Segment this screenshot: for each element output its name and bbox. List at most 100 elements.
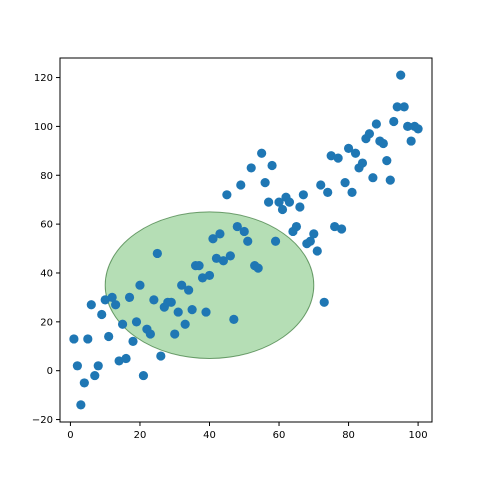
scatter-point: [138, 370, 149, 381]
scatter-point: [222, 190, 232, 200]
scatter-point: [194, 261, 204, 271]
scatter-point: [368, 173, 378, 183]
plot-area: [104, 211, 315, 359]
scatter-point: [284, 197, 295, 207]
scatter-point: [396, 70, 406, 80]
scatter-point: [211, 253, 222, 263]
scatter-point: [243, 236, 253, 246]
scatter-point: [309, 229, 319, 239]
y-tick-label: 80: [40, 171, 53, 182]
y-tick-label: 20: [40, 317, 53, 328]
y-tick-label: 120: [34, 73, 53, 84]
scatter-point: [187, 305, 197, 315]
scatter-point: [385, 175, 395, 185]
scatter-point: [246, 163, 256, 173]
scatter-point: [111, 300, 121, 310]
scatter-point: [145, 329, 155, 339]
scatter-point: [156, 351, 166, 361]
scatter-point: [76, 400, 86, 410]
x-axis: 0 20 40 60 80 100: [67, 422, 428, 441]
scatter-point: [104, 331, 114, 342]
scatter-point: [128, 336, 138, 346]
scatter-point: [263, 197, 274, 207]
scatter-point: [343, 143, 354, 153]
scatter-point: [100, 295, 110, 305]
scatter-point: [295, 202, 305, 212]
scatter-point: [371, 119, 381, 129]
scatter-point: [316, 180, 326, 190]
scatter-point: [364, 129, 375, 139]
scatter-point: [90, 370, 100, 381]
scatter-point: [413, 124, 423, 134]
scatter-point: [166, 297, 176, 307]
scatter-point: [277, 204, 288, 215]
scatter-point: [201, 307, 211, 317]
scatter-point: [239, 226, 249, 237]
scatter-point: [135, 280, 145, 290]
scatter-point: [93, 361, 103, 371]
scatter-point: [382, 156, 392, 166]
confidence-ellipse: [104, 211, 315, 359]
scatter-point: [340, 177, 350, 188]
scatter-point: [117, 319, 128, 329]
x-tick-label: 80: [342, 430, 355, 441]
scatter-point: [305, 236, 315, 246]
scatter-point: [323, 187, 333, 197]
scatter-point: [173, 307, 183, 317]
scatter-point: [229, 314, 239, 324]
scatter-point: [69, 334, 79, 344]
y-tick-label: 40: [40, 268, 53, 279]
scatter-point: [114, 356, 124, 366]
x-tick-label: 60: [273, 430, 286, 441]
scatter-point: [257, 148, 267, 158]
scatter-point: [131, 317, 142, 327]
scatter-point: [79, 378, 89, 388]
scatter-point: [291, 221, 302, 232]
scatter-point: [267, 160, 277, 171]
scatter-point: [107, 292, 117, 303]
x-tick-label: 20: [134, 430, 147, 441]
x-tick-label: 0: [67, 430, 73, 441]
x-tick-label: 40: [203, 430, 216, 441]
scatter-point: [83, 334, 93, 344]
scatter-point: [124, 292, 135, 303]
scatter-point: [337, 224, 347, 234]
scatter-point: [319, 297, 329, 307]
scatter-point: [406, 136, 416, 146]
scatter-point: [392, 102, 402, 112]
scatter-point: [403, 121, 413, 132]
scatter-point: [218, 256, 229, 266]
scatter-point: [184, 285, 194, 295]
scatter-point: [357, 158, 368, 168]
scatter-point: [152, 248, 162, 259]
y-axis: −20 0 20 40 60 80 100 120: [32, 73, 60, 426]
scatter-point: [298, 190, 308, 200]
scatter-point: [274, 197, 284, 207]
data-points: [69, 70, 423, 410]
scatter-point: [225, 251, 235, 261]
scatter-point: [260, 177, 270, 188]
scatter-point: [204, 270, 215, 281]
x-tick-label: 100: [409, 430, 428, 441]
scatter-point: [333, 153, 343, 163]
scatter-point: [232, 221, 242, 232]
scatter-point: [197, 273, 208, 283]
scatter-point: [399, 102, 409, 112]
y-tick-label: 60: [40, 220, 53, 231]
y-tick-label: 100: [34, 122, 53, 133]
scatter-point: [378, 138, 388, 149]
scatter-point: [149, 295, 159, 305]
scatter-point: [121, 353, 131, 364]
scatter-point: [236, 180, 246, 190]
scatter-point: [208, 234, 218, 244]
y-tick-label: −20: [32, 415, 53, 426]
scatter-point: [180, 319, 190, 329]
scatter-point: [330, 221, 340, 232]
scatter-point: [326, 151, 336, 161]
y-tick-label: 0: [47, 366, 53, 377]
scatter-point: [170, 329, 180, 339]
scatter-point: [389, 116, 399, 127]
scatter-point: [215, 229, 225, 239]
